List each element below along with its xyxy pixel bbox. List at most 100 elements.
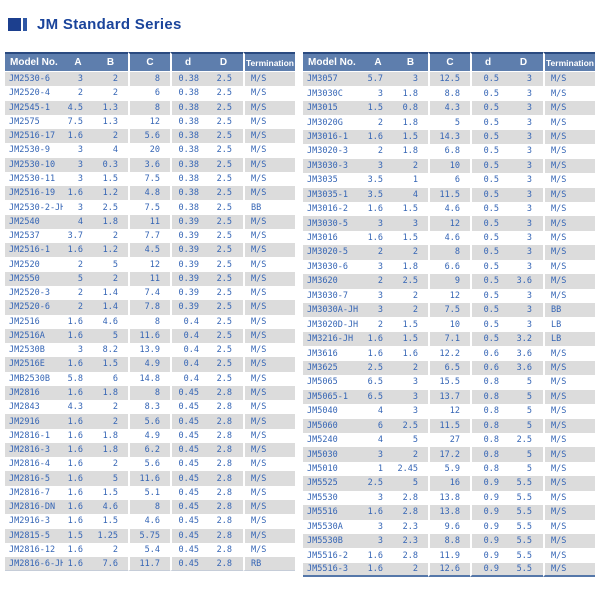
table-row: JM5516-3 1.6 2 12.6 0.9 5.5 M/S [303, 562, 595, 578]
cell-model-no: JM3030-6 [307, 261, 348, 272]
cell-b: 2.3 [393, 534, 428, 549]
cell-c: 8 [428, 245, 470, 260]
cell-a: 4.3 [67, 402, 83, 413]
cell-a: 1.6 [67, 430, 83, 441]
cell-b: 4 [393, 187, 428, 202]
cell-termination: M/S [543, 389, 595, 405]
table-row: JM2843 4.3 2 8.3 0.45 2.8 M/S [5, 400, 295, 415]
table-row: JM2516 1.6 4.6 8 0.4 2.5 M/S [5, 314, 295, 329]
cell-a: 3 [363, 303, 393, 318]
cell-model-no: JM2816-12 [9, 544, 56, 555]
column-header-termination: Termination [543, 52, 595, 72]
table-row: JM2575 7.5 1.3 12 0.38 2.5 M/S [5, 114, 295, 130]
cell-b: 1.8 [93, 385, 128, 401]
cell-d-small: 0.39 [170, 257, 204, 272]
cell-b: 1.8 [402, 88, 418, 99]
cell-c: 11.5 [428, 187, 470, 202]
column-header-b: B [93, 52, 128, 72]
cell-b: 2 [393, 245, 428, 260]
cell-c: 11.5 [428, 418, 470, 433]
table-row: JM2816-DN 1.6 4.6 8 0.45 2.8 M/S [5, 499, 295, 515]
cell-model-no: JM5525 [303, 476, 363, 491]
cell-c: 11.6 [128, 471, 170, 486]
cell-a: 1 [377, 464, 383, 475]
cell-termination: M/S [243, 514, 295, 529]
table-row: JM3016-1 1.6 1.5 14.3 0.5 3 M/S [303, 129, 595, 145]
table-row: JM2537 3.7 2 7.7 0.39 2.5 M/S [5, 228, 295, 244]
cell-d-big: 3 [504, 303, 543, 318]
cell-d-big: 2.8 [204, 385, 243, 401]
table-row: JM5525 2.5 5 16 0.9 5.5 M/S [303, 476, 595, 491]
cell-c: 13.8 [428, 505, 470, 520]
column-header-d-big: D [204, 52, 243, 72]
cell-a: 1.5 [363, 100, 393, 116]
table-row: JM3015 1.5 0.8 4.3 0.5 3 M/S [303, 100, 595, 116]
cell-b: 1.5 [393, 129, 428, 145]
cell-termination: M/S [543, 173, 595, 188]
cell-model-no: JM3216-JH [303, 331, 363, 347]
cell-model-no: JM2816-1 [9, 430, 50, 441]
cell-a: 7.5 [67, 116, 83, 127]
cell-b: 5 [393, 476, 428, 491]
cell-a: 3 [363, 534, 393, 549]
cell-model-no: JM2545-1 [5, 100, 63, 115]
cell-model-no: JM2550 [5, 271, 63, 286]
cell-termination: M/S [543, 519, 595, 534]
cell-model-no: JM2530-6 [5, 72, 63, 87]
cell-model-no: JM5010 [307, 464, 338, 475]
cell-c: 8 [128, 100, 170, 115]
cell-model-no: JM3030-7 [307, 290, 348, 301]
cell-a: 4 [377, 435, 383, 446]
table-row: JM2520 2 5 12 0.39 2.5 M/S [5, 257, 295, 272]
cell-a: 1.6 [367, 233, 383, 244]
cell-b: 1.5 [402, 204, 418, 215]
table-row: JM2530B 3 8.2 13.9 0.4 2.5 M/S [5, 343, 295, 358]
table-row: JM3030A-JH 3 2 7.5 0.5 3 BB [303, 303, 595, 318]
cell-d-big: 2.8 [204, 471, 243, 486]
cell-model-no: JM2816-3 [5, 442, 63, 458]
cell-d-big: 3 [504, 245, 543, 260]
cell-a: 3.7 [67, 231, 83, 242]
cell-termination: M/S [543, 562, 595, 578]
cell-model-no: JM3057 [303, 72, 363, 87]
cell-c: 8.8 [428, 534, 470, 549]
cell-model-no: JM3016 [307, 233, 338, 244]
cell-d-big: 3 [526, 233, 532, 244]
cell-a: 5.7 [363, 72, 393, 87]
cell-c: 5.6 [128, 457, 170, 472]
cell-termination: M/S [243, 528, 295, 543]
cell-d-small: 0.4 [170, 328, 204, 344]
cell-model-no: JM3035 [307, 175, 338, 186]
cell-termination: M/S [243, 114, 295, 130]
cell-d-small: 0.39 [170, 271, 204, 286]
cell-d-small: 0.9 [470, 519, 504, 534]
cell-b: 1.2 [93, 186, 128, 201]
cell-d-small: 0.39 [170, 285, 204, 301]
cell-model-no: JM2815-5 [5, 528, 63, 543]
cell-b: 0.8 [393, 100, 428, 116]
cell-termination: M/S [243, 214, 295, 229]
cell-d-big: 3 [526, 204, 532, 215]
cell-termination: M/S [243, 357, 295, 372]
cell-d-big: 2.5 [204, 214, 243, 229]
table-row: JM3030-6 3 1.8 6.6 0.5 3 M/S [303, 259, 595, 275]
cell-a: 3 [77, 202, 83, 213]
cell-termination: M/S [543, 505, 595, 520]
cell-termination: M/S [243, 499, 295, 515]
cell-d-big: 5.5 [516, 550, 532, 561]
cell-a: 2 [77, 259, 83, 270]
cell-model-no: JM2816 [5, 385, 63, 401]
table-row: JM2520-3 2 1.4 7.4 0.39 2.5 M/S [5, 285, 295, 301]
cell-termination: M/S [543, 288, 595, 303]
cell-model-no: JM2516 [9, 316, 40, 327]
cell-a: 3 [77, 345, 83, 356]
cell-a: 2.5 [363, 476, 393, 491]
cell-d-small: 0.4 [170, 371, 204, 386]
cell-a: 1.6 [63, 385, 93, 401]
cell-d-big: 2.5 [204, 243, 243, 258]
cell-model-no: JM2537 [9, 231, 40, 242]
cell-termination: M/S [243, 285, 295, 301]
cell-b: 1.8 [102, 430, 118, 441]
cell-model-no: JM3020D-JH [307, 319, 359, 330]
